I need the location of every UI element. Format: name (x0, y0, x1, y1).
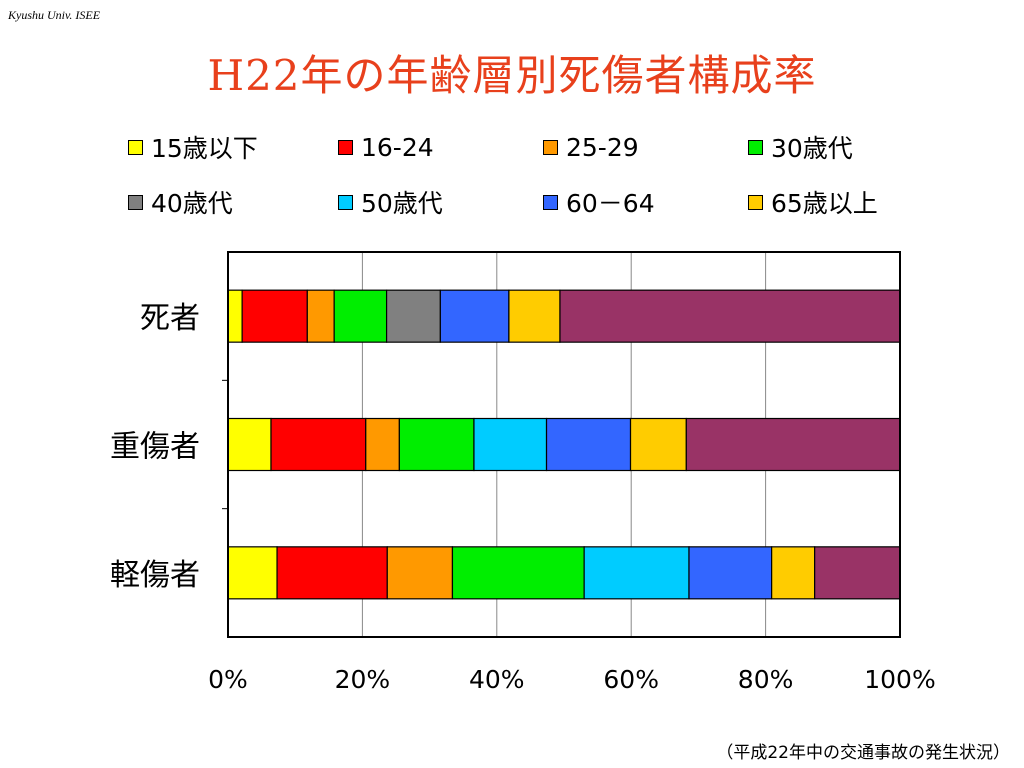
legend-label: 30歳代 (771, 134, 853, 163)
legend-swatch (543, 194, 558, 210)
legend-item: 50歳代 (338, 187, 443, 218)
bar-segment (685, 417, 901, 472)
bar-segment (583, 546, 690, 600)
legend-swatch (128, 194, 143, 210)
category-label: 重傷者 (110, 430, 200, 465)
legend-label: 15歳以下 (151, 134, 258, 163)
legend-label: 60－64 (566, 189, 655, 218)
legend-swatch (748, 194, 763, 210)
legend-label: 25-29 (566, 132, 639, 162)
legend-item: 65歳以上 (748, 187, 878, 218)
bar-segment (559, 289, 901, 343)
bar-segment (227, 546, 278, 600)
bar-segment (771, 546, 816, 600)
legend-label: 65歳以上 (771, 189, 878, 218)
bar-segment (227, 289, 243, 343)
bar-segment (473, 417, 548, 472)
legend-label: 50歳代 (361, 189, 443, 218)
legend-item: 25-29 (543, 132, 639, 162)
legend-label: 40歳代 (151, 189, 233, 218)
legend-swatch (128, 139, 143, 155)
bar-segment (508, 289, 561, 343)
legend-item: 15歳以下 (128, 132, 258, 163)
legend-swatch (338, 194, 353, 210)
legend-item: 30歳代 (748, 132, 853, 163)
x-tick-label: 100% (864, 665, 935, 694)
bar-segment (439, 289, 510, 343)
bar-segment (385, 289, 441, 343)
bar-segment (629, 417, 687, 472)
legend-label: 16-24 (361, 132, 434, 162)
legend-item: 40歳代 (128, 187, 233, 218)
source-footnote: （平成22年中の交通事故の発生状況） (716, 743, 1010, 763)
legend-item: 60－64 (543, 187, 655, 218)
bar-segment (545, 417, 632, 472)
bar-segment (398, 417, 475, 472)
bar-segment (333, 289, 388, 343)
x-tick-label: 40% (469, 665, 525, 694)
bar-segment (365, 417, 400, 472)
x-tick-label: 60% (603, 665, 659, 694)
bar-segment (451, 546, 585, 600)
bar-segment (688, 546, 773, 600)
x-tick-label: 80% (738, 665, 794, 694)
x-tick-label: 0% (208, 665, 248, 694)
bar-segment (276, 546, 388, 600)
legend-item: 16-24 (338, 132, 434, 162)
x-tick-label: 20% (335, 665, 391, 694)
bar-segment (270, 417, 367, 472)
bar-segment (227, 417, 272, 472)
bar-segment (386, 546, 454, 600)
category-label: 死者 (140, 301, 200, 336)
bar-segment (306, 289, 335, 343)
header-note: Kyushu Univ. ISEE (8, 8, 101, 22)
category-label: 軽傷者 (110, 558, 200, 593)
legend-swatch (748, 139, 763, 155)
slide-title: H22年の年齢層別死傷者構成率 (207, 51, 817, 100)
plot-frame (227, 251, 901, 638)
bar-segment (814, 546, 901, 600)
legend-swatch (338, 139, 353, 155)
bar-segment (241, 289, 308, 343)
legend-swatch (543, 139, 558, 155)
